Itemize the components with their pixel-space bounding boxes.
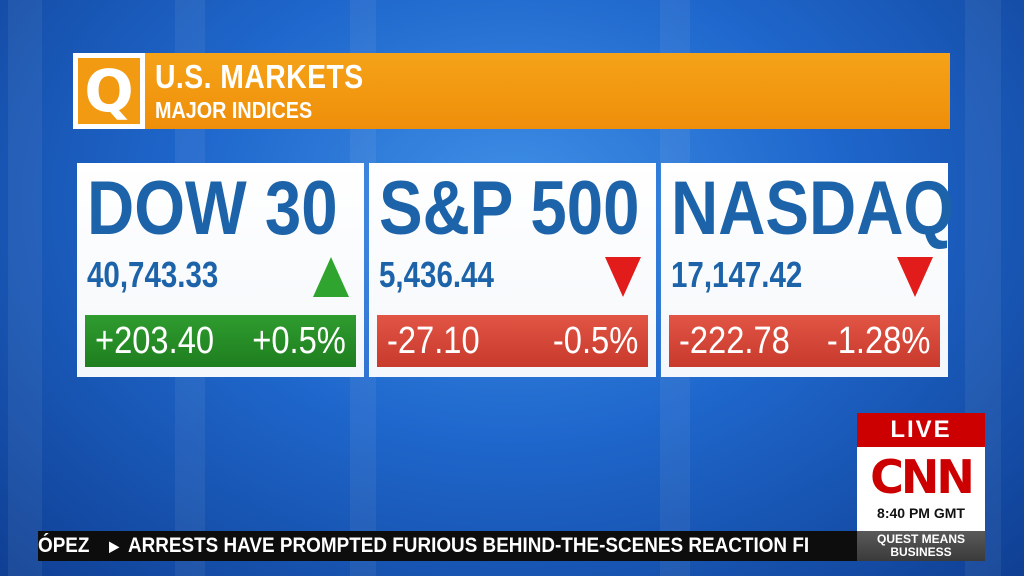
change-box: -27.10 -0.5%: [377, 315, 648, 367]
show-name: QUEST MEANS BUSINESS: [857, 531, 985, 561]
change-points: -27.10: [387, 319, 480, 362]
show-name-line2: BUSINESS: [890, 545, 952, 559]
q-logo-letter: Q: [78, 58, 140, 124]
index-value: 40,743.33: [87, 254, 219, 295]
index-card-nasdaq: NASDAQ 17,147.42 -222.78 -1.28%: [661, 163, 954, 377]
header-title: U.S. MARKETS: [155, 58, 364, 95]
index-name: NASDAQ: [671, 166, 955, 251]
index-card-sp500: S&P 500 5,436.44 -27.10 -0.5%: [369, 163, 656, 377]
index-name: DOW 30: [87, 166, 338, 251]
live-badge: LIVE: [857, 413, 985, 447]
up-arrow-icon: [313, 257, 349, 297]
broadcast-time: 8:40 PM GMT: [877, 505, 965, 521]
change-percent: -0.5%: [552, 319, 638, 362]
news-ticker: ÓPEZ ▶ ARRESTS HAVE PROMPTED FURIOUS BEHIN…: [38, 531, 857, 561]
header-subtitle: MAJOR INDICES: [155, 97, 313, 123]
ticker-headline: ARRESTS HAVE PROMPTED FURIOUS BEHIND-THE…: [127, 534, 810, 557]
index-name: S&P 500: [379, 166, 640, 251]
index-value: 17,147.42: [671, 254, 803, 295]
cnn-logo: CNN: [870, 450, 975, 504]
change-percent: +0.5%: [252, 319, 346, 362]
index-value: 5,436.44: [379, 254, 494, 295]
change-points: +203.40: [95, 319, 215, 362]
change-percent: -1.28%: [826, 319, 930, 362]
ticker-separator-icon: ▶: [109, 538, 119, 555]
down-arrow-icon: [897, 257, 933, 297]
change-box: +203.40 +0.5%: [85, 315, 356, 367]
markets-header: Q U.S. MARKETS MAJOR INDICES: [73, 53, 950, 129]
quest-q-logo: Q: [73, 53, 145, 129]
show-name-line1: QUEST MEANS: [876, 532, 965, 546]
cnn-bug: CNN 8:40 PM GMT: [857, 447, 985, 532]
change-points: -222.78: [679, 319, 790, 362]
down-arrow-icon: [605, 257, 641, 297]
ticker-previous-fragment: ÓPEZ: [38, 534, 90, 557]
change-box: -222.78 -1.28%: [669, 315, 940, 367]
index-card-dow: DOW 30 40,743.33 +203.40 +0.5%: [77, 163, 364, 377]
